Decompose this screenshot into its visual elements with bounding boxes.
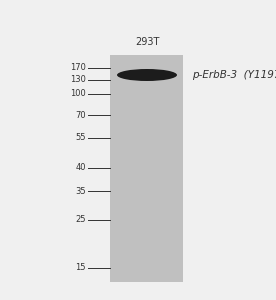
- Text: 170: 170: [70, 64, 86, 73]
- Text: 15: 15: [76, 263, 86, 272]
- Text: 70: 70: [75, 110, 86, 119]
- Ellipse shape: [117, 69, 177, 81]
- Text: 100: 100: [70, 89, 86, 98]
- Text: p-ErbB-3  (Y1197): p-ErbB-3 (Y1197): [192, 70, 276, 80]
- Text: 25: 25: [76, 215, 86, 224]
- Text: 55: 55: [76, 134, 86, 142]
- Text: 293T: 293T: [135, 37, 159, 47]
- Text: 40: 40: [76, 164, 86, 172]
- Bar: [110, 55, 183, 282]
- Text: 35: 35: [75, 187, 86, 196]
- Text: 130: 130: [70, 76, 86, 85]
